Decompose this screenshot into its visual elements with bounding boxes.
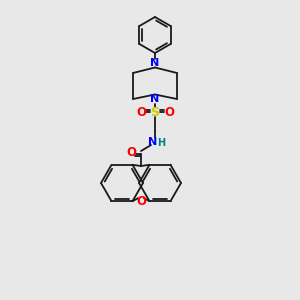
- Text: S: S: [151, 106, 160, 118]
- Text: H: H: [157, 138, 165, 148]
- Text: O: O: [164, 106, 174, 118]
- Text: N: N: [150, 58, 160, 68]
- Text: N: N: [150, 94, 160, 104]
- Text: O: O: [136, 195, 146, 208]
- Text: N: N: [148, 137, 158, 147]
- Text: O: O: [126, 146, 136, 158]
- Text: O: O: [136, 106, 146, 118]
